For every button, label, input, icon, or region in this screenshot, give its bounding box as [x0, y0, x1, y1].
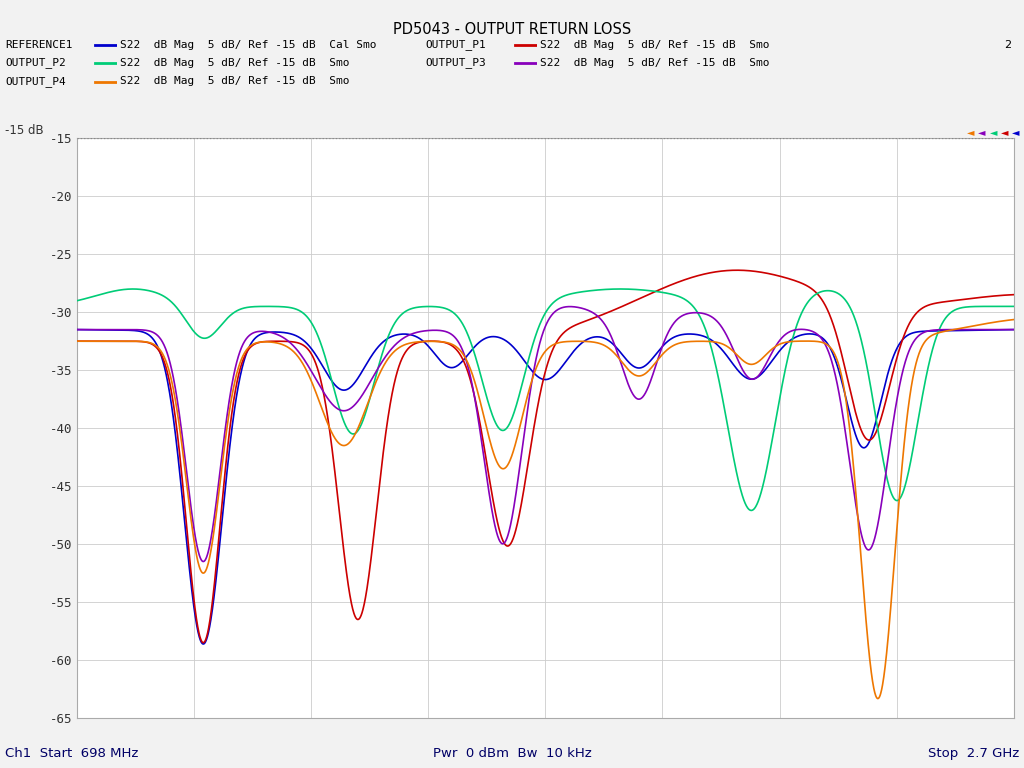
Text: ◄: ◄ [967, 127, 975, 137]
Text: Ch1  Start  698 MHz: Ch1 Start 698 MHz [5, 747, 138, 760]
Text: 2: 2 [1005, 39, 1012, 50]
Text: OUTPUT_P4: OUTPUT_P4 [5, 76, 66, 87]
Text: S22  dB Mag  5 dB/ Ref -15 dB  Smo: S22 dB Mag 5 dB/ Ref -15 dB Smo [120, 58, 349, 68]
Text: -15 dB: -15 dB [5, 124, 44, 137]
Text: S22  dB Mag  5 dB/ Ref -15 dB  Smo: S22 dB Mag 5 dB/ Ref -15 dB Smo [540, 39, 769, 50]
Text: S22  dB Mag  5 dB/ Ref -15 dB  Smo: S22 dB Mag 5 dB/ Ref -15 dB Smo [120, 76, 349, 87]
Text: Pwr  0 dBm  Bw  10 kHz: Pwr 0 dBm Bw 10 kHz [432, 747, 592, 760]
Text: OUTPUT_P3: OUTPUT_P3 [425, 58, 485, 68]
Text: OUTPUT_P2: OUTPUT_P2 [5, 58, 66, 68]
Text: ◄: ◄ [1012, 127, 1020, 137]
Text: ◄: ◄ [989, 127, 997, 137]
Text: ◄: ◄ [1000, 127, 1009, 137]
Text: OUTPUT_P1: OUTPUT_P1 [425, 39, 485, 50]
Text: ◄: ◄ [978, 127, 986, 137]
Text: S22  dB Mag  5 dB/ Ref -15 dB  Smo: S22 dB Mag 5 dB/ Ref -15 dB Smo [540, 58, 769, 68]
Text: PD5043 - OUTPUT RETURN LOSS: PD5043 - OUTPUT RETURN LOSS [393, 22, 631, 37]
Text: S22  dB Mag  5 dB/ Ref -15 dB  Cal Smo: S22 dB Mag 5 dB/ Ref -15 dB Cal Smo [120, 39, 376, 50]
Text: REFERENCE1: REFERENCE1 [5, 39, 73, 50]
Text: Stop  2.7 GHz: Stop 2.7 GHz [928, 747, 1019, 760]
